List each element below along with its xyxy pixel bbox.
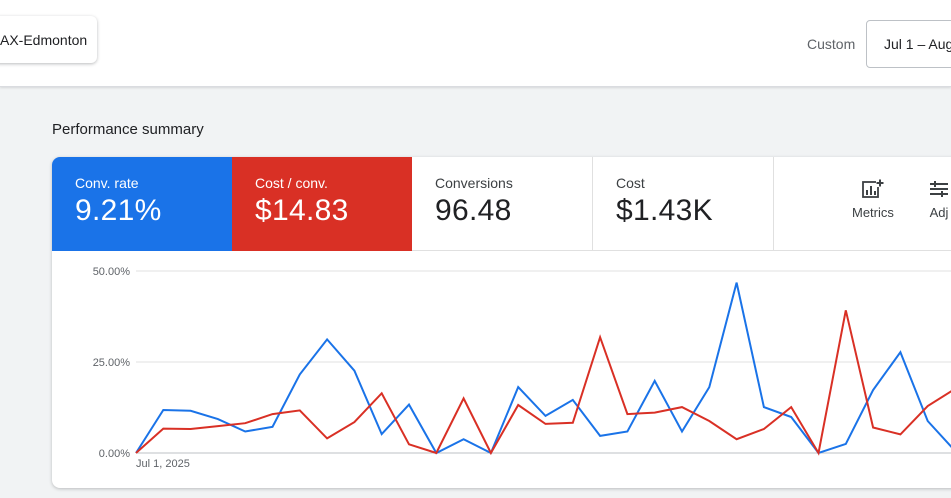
y-tick-label: 0.00% [99,448,130,460]
tile-conv-rate[interactable]: Conv. rate 9.21% [52,157,232,251]
tile-cost[interactable]: Cost $1.43K [593,157,774,251]
date-range-value: Jul 1 – Aug [884,36,951,52]
tile-value: $1.43K [616,194,713,227]
adjust-icon [930,181,948,197]
date-range-picker[interactable]: Jul 1 – Aug [866,20,951,68]
tile-value: 96.48 [435,194,512,227]
section-title: Performance summary [52,121,204,138]
adjust-label: Adj [929,205,949,220]
tile-conversions[interactable]: Conversions 96.48 [412,157,593,251]
performance-line-chart: 50.00%25.00%0.00%Jul 1, 2025Aug 3, 2025 [93,266,951,470]
performance-summary-card: Conv. rate 9.21% Cost / conv. $14.83 Con… [52,157,951,488]
y-tick-label: 50.00% [93,266,131,278]
account-name: AX-Edmonton [0,31,88,48]
tile-cost-per-conv[interactable]: Cost / conv. $14.83 [232,157,412,251]
date-range-type-label: Custom [807,36,856,52]
account-chip[interactable]: AX-Edmonton [0,16,98,63]
metrics-button[interactable]: Metrics [852,179,894,220]
series-line-conv-rate [135,282,951,455]
tile-label: Cost / conv. [255,175,328,191]
tile-value: $14.83 [255,194,349,227]
tile-label: Conv. rate [75,175,139,191]
top-bar: AX-Edmonton Custom Jul 1 – Aug [0,0,951,87]
x-tick-label: Jul 1, 2025 [136,458,190,470]
metrics-label: Metrics [852,205,894,220]
tile-label: Conversions [435,175,513,191]
adjust-button[interactable]: Adj [928,179,950,220]
metric-tiles: Conv. rate 9.21% Cost / conv. $14.83 Con… [52,157,951,251]
tile-value: 9.21% [75,194,162,227]
series-line-cost-per-conv [135,310,951,456]
y-tick-label: 25.00% [93,357,131,369]
tile-label: Cost [616,175,645,191]
add-chart-icon [862,179,884,198]
